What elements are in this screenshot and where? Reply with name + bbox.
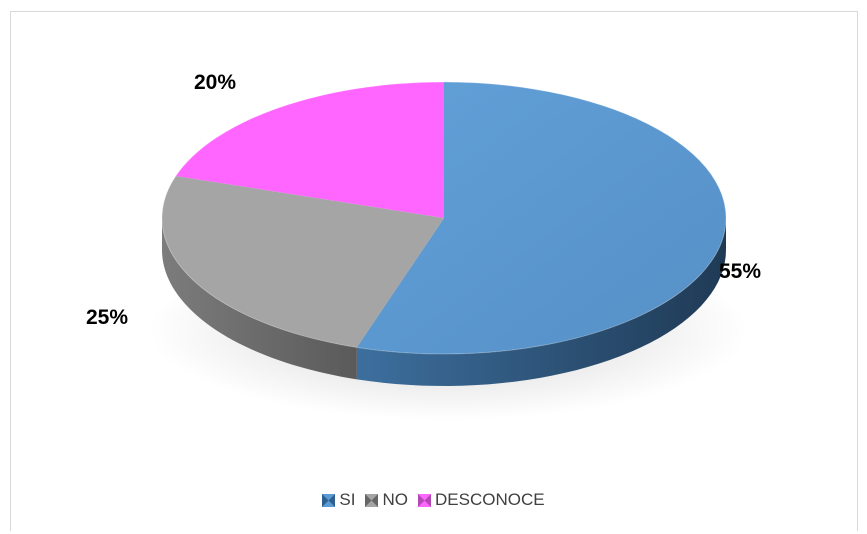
legend-label: SI [339,490,356,509]
slice-desconoce [175,82,445,218]
legend-swatch-si [322,493,336,507]
chart-frame [10,11,858,531]
data-label-desconoce: 20% [194,71,236,94]
slice-si [356,82,727,354]
legend-swatch-no [365,493,379,507]
legend-item-si: SI [322,490,355,510]
legend-swatch-desconoce [417,493,431,507]
data-label-no: 25% [86,306,128,329]
legend: SI NO DESCONOCE [0,490,867,512]
slice-no [161,175,444,348]
legend-label: NO [382,490,408,509]
pie-rim [161,81,727,355]
pie-chart: 55% 25% 20% [86,71,761,420]
legend-item-no: NO [365,490,408,510]
slice-side-no [162,218,357,380]
legend-item-desconoce: DESCONOCE [417,490,545,510]
slice-side-si [356,218,726,386]
legend-label: DESCONOCE [434,490,545,509]
data-label-si: 55% [719,260,761,283]
